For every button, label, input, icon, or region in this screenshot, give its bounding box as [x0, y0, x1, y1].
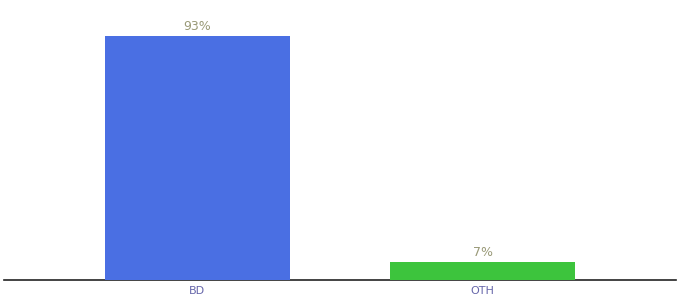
Bar	[105, 36, 290, 280]
Text: 7%: 7%	[473, 246, 493, 259]
Text: 93%: 93%	[184, 20, 211, 33]
Bar	[390, 262, 575, 280]
